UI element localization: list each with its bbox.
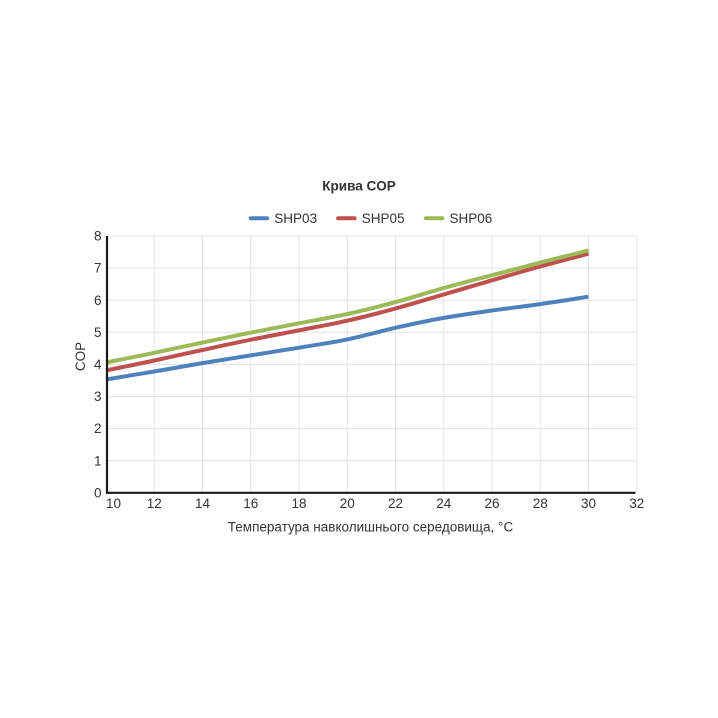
svg-text:Крива COP: Крива COP [322,179,395,194]
svg-text:COP: COP [73,342,88,371]
svg-text:32: 32 [629,496,644,511]
svg-text:SHP06: SHP06 [450,211,493,226]
svg-text:6: 6 [94,293,102,308]
svg-text:24: 24 [436,496,452,511]
svg-text:8: 8 [94,229,102,244]
svg-text:Температура навколишнього сере: Температура навколишнього середовища, °C [228,520,514,535]
svg-text:1: 1 [94,453,102,468]
svg-text:22: 22 [388,496,403,511]
svg-text:26: 26 [484,496,499,511]
svg-text:2: 2 [94,421,102,436]
svg-text:SHP03: SHP03 [274,211,317,226]
svg-text:18: 18 [291,496,306,511]
svg-text:4: 4 [94,357,102,372]
svg-text:14: 14 [195,496,211,511]
svg-text:5: 5 [94,325,102,340]
svg-text:7: 7 [94,261,102,276]
svg-text:28: 28 [533,496,548,511]
svg-text:3: 3 [94,389,102,404]
svg-text:12: 12 [147,496,162,511]
svg-text:16: 16 [243,496,258,511]
svg-text:SHP05: SHP05 [362,211,405,226]
svg-text:30: 30 [581,496,596,511]
svg-text:20: 20 [340,496,355,511]
svg-text:10: 10 [106,496,121,511]
svg-text:0: 0 [94,485,102,500]
